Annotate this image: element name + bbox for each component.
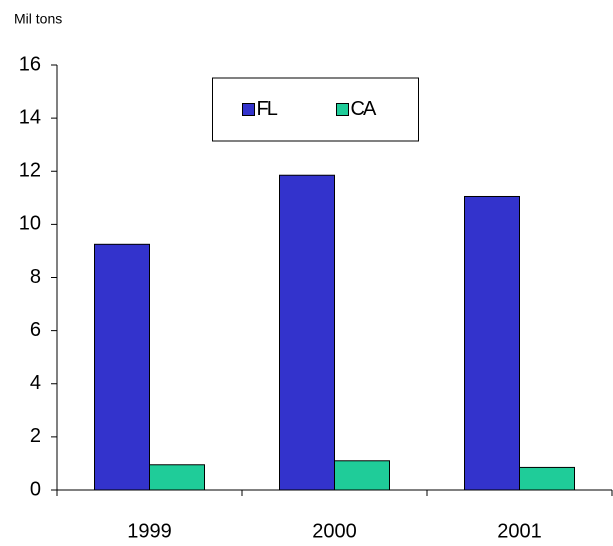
y-tick-label: 10 (19, 213, 41, 235)
y-tick-label: 4 (30, 372, 41, 394)
y-tick-label: 6 (30, 319, 41, 341)
y-tick-label: 0 (30, 478, 41, 500)
x-tick-label: 1999 (127, 520, 172, 542)
bar (334, 460, 390, 491)
bar (464, 195, 520, 491)
y-axis-label: Mil tons (14, 11, 62, 27)
y-tick-label: 16 (19, 53, 41, 75)
legend-swatch (336, 103, 349, 116)
y-tick-label: 2 (30, 425, 41, 447)
legend-label: CA (351, 98, 377, 120)
y-tick-label: 12 (19, 160, 41, 182)
x-tick-label: 2000 (312, 520, 357, 542)
legend-label: FL (257, 98, 278, 120)
bar (519, 466, 575, 491)
legend-swatch (242, 103, 255, 116)
y-tick-label: 8 (30, 266, 41, 288)
y-tick-label: 14 (19, 106, 41, 128)
bar (279, 174, 335, 491)
x-tick-label: 2001 (497, 520, 542, 542)
bar (94, 243, 150, 491)
bar (149, 464, 205, 491)
